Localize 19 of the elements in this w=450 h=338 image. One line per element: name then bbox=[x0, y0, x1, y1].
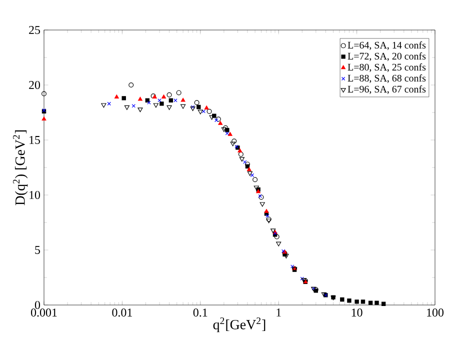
x-tick-label: 0.001 bbox=[31, 308, 57, 317]
legend-label: L=80, SA, 25 confs bbox=[348, 63, 426, 72]
x-tick-label: 0.01 bbox=[112, 308, 132, 317]
y-axis-title: D(q$^{2}$) [GeV$^{2}$] bbox=[13, 130, 28, 206]
x-tick-label: 0.1 bbox=[193, 308, 208, 317]
y-tick-label: 10 bbox=[30, 190, 40, 200]
x-tick-label: 100 bbox=[427, 308, 444, 317]
y-tick-label: 0 bbox=[34, 300, 40, 310]
legend-label: L=88, SA, 68 confs bbox=[348, 74, 426, 83]
y-tick-label: 25 bbox=[29, 26, 40, 34]
x-tick-label: 1 bbox=[276, 308, 281, 316]
y-tick-label: 5 bbox=[35, 246, 40, 254]
x-axis-title: q$^{2}$[GeV$^{2}$] bbox=[213, 318, 266, 332]
x-tick-label: 10 bbox=[352, 308, 362, 317]
y-tick-label: 15 bbox=[30, 136, 40, 144]
legend-label: L=72, SA, 20 confs bbox=[348, 52, 426, 61]
y-tick-label: 20 bbox=[29, 80, 40, 90]
legend-label: L=96, SA, 67 confs bbox=[348, 85, 426, 94]
legend-label: L=64, SA, 14 confs bbox=[348, 41, 426, 50]
